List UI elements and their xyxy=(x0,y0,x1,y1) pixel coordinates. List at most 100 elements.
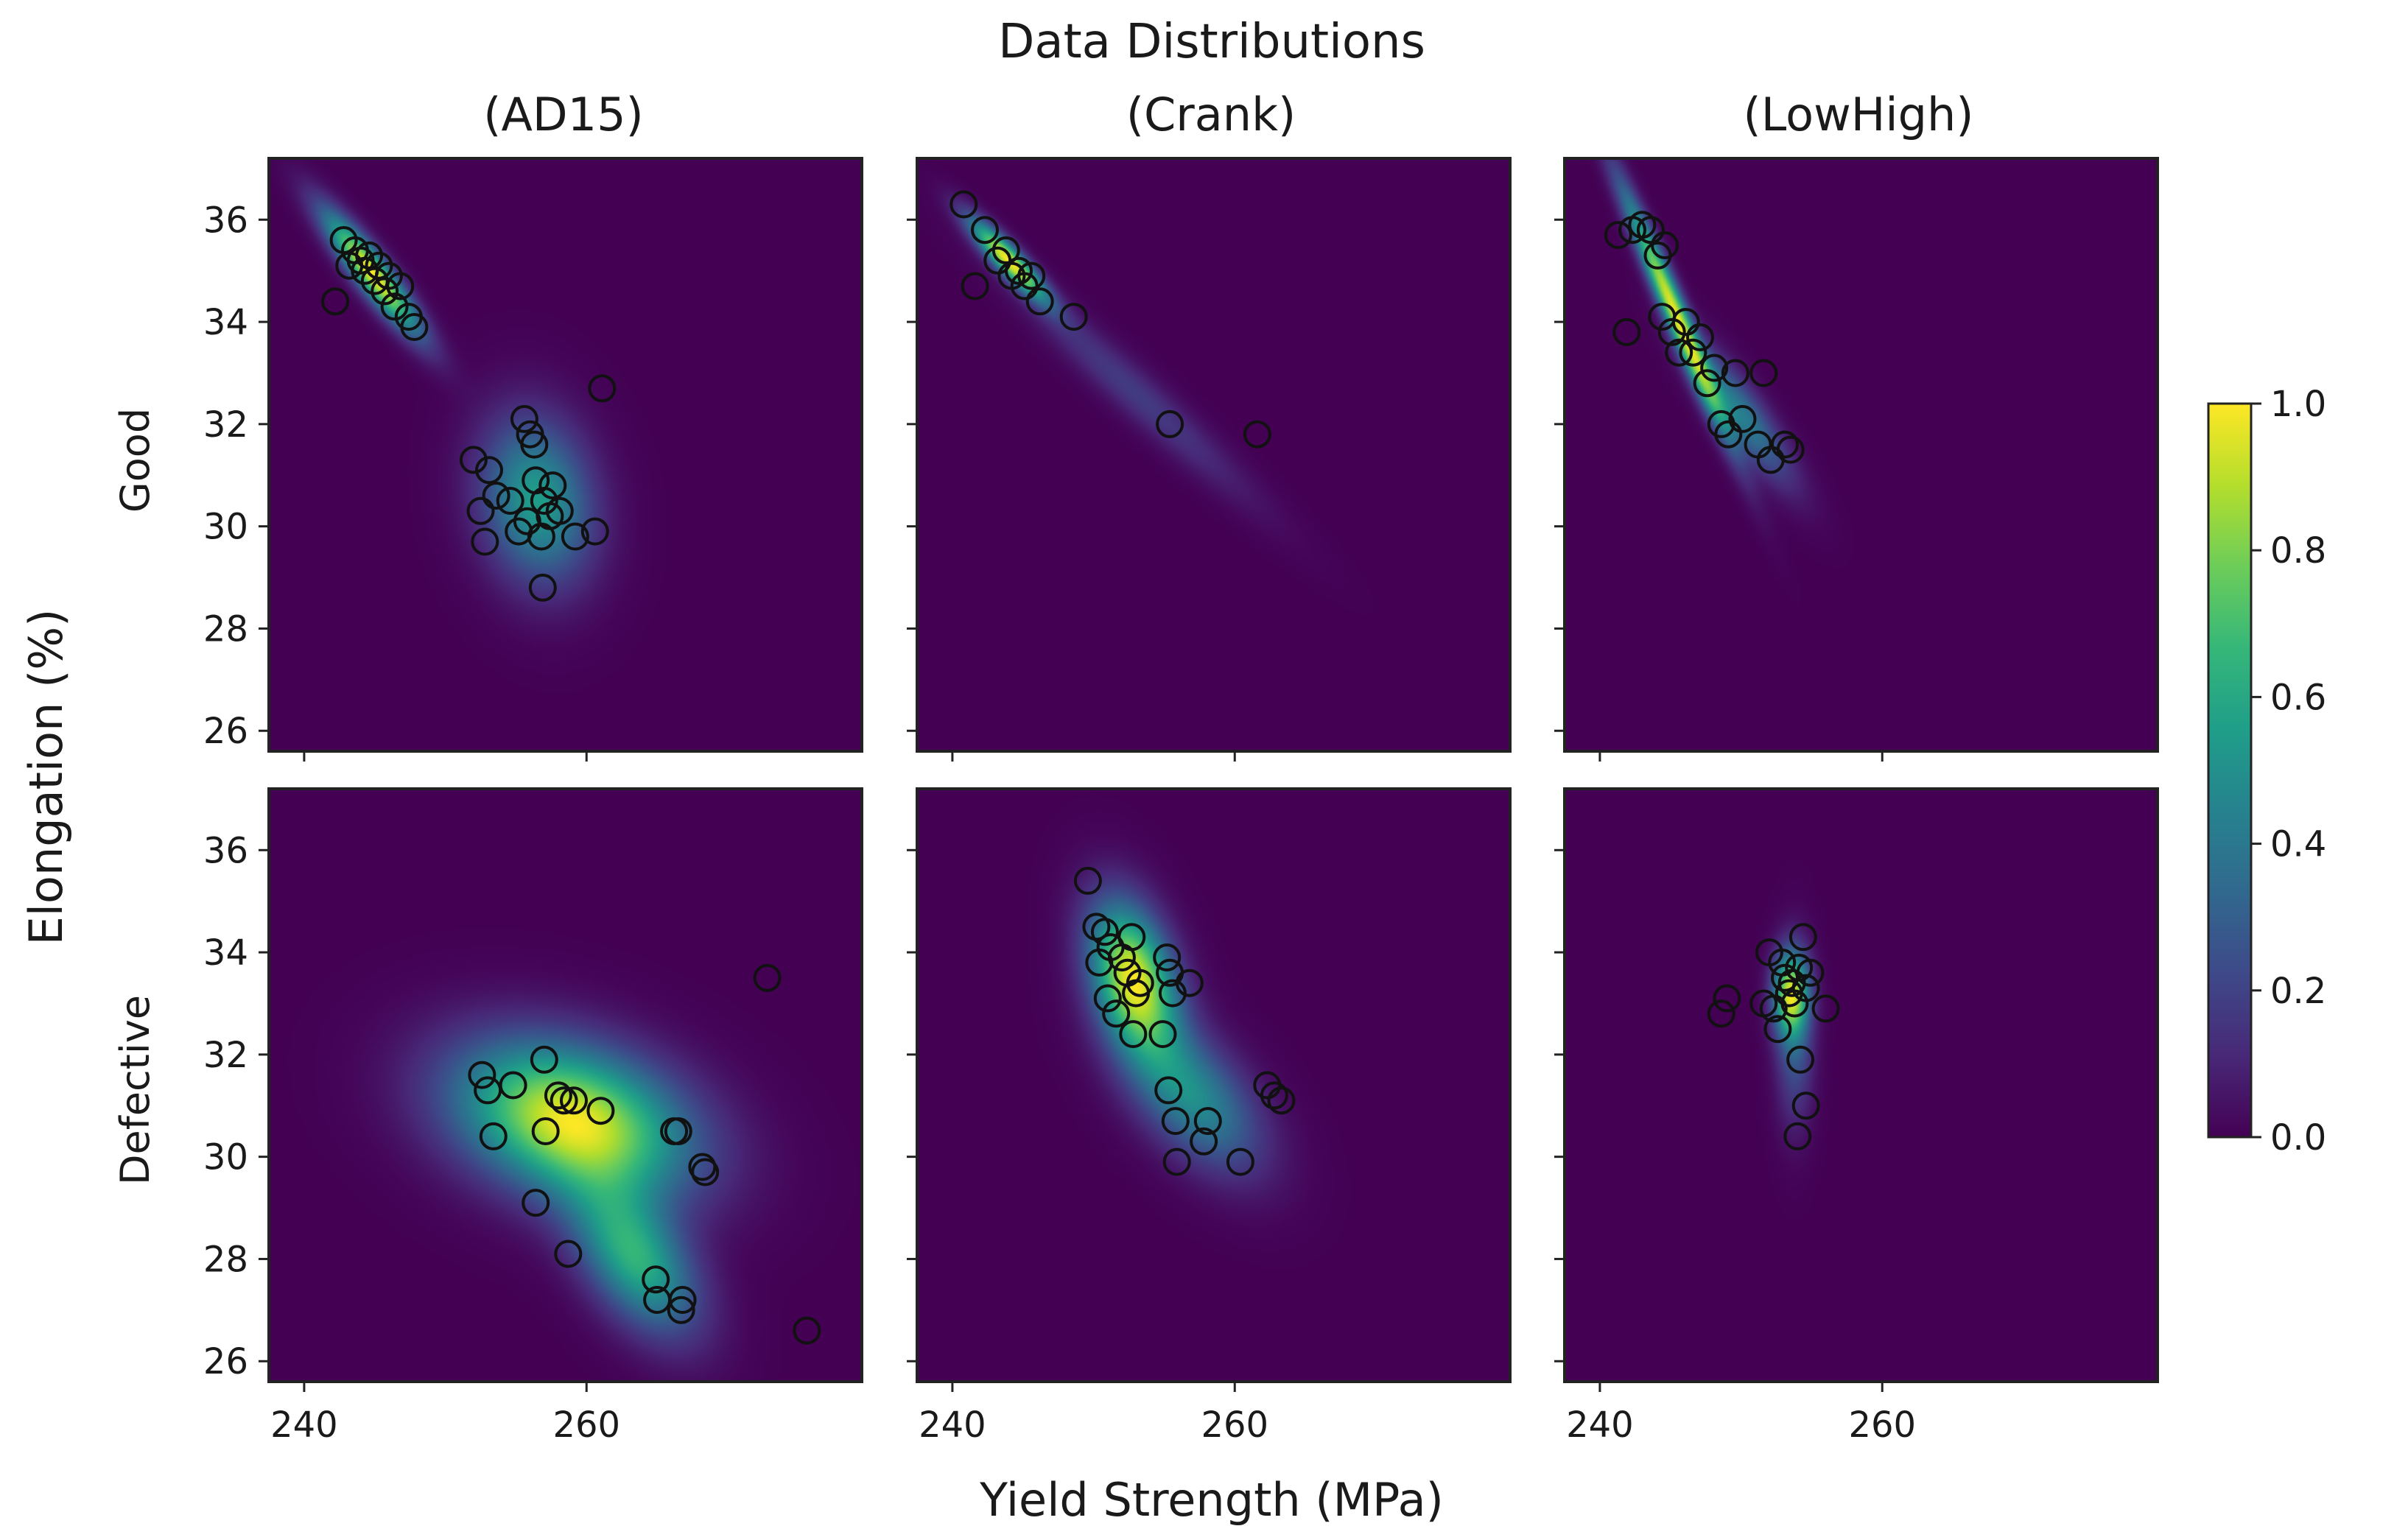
column-title-ad15: (AD15) xyxy=(483,88,643,141)
data-point xyxy=(1156,409,1184,438)
panel-defective-crank: 240 260 xyxy=(907,787,1512,1446)
data-point xyxy=(1193,1107,1222,1136)
data-point xyxy=(1707,999,1735,1028)
data-point xyxy=(991,236,1020,264)
x-axis-label: Yield Strength (MPa) xyxy=(979,1473,1444,1527)
data-point xyxy=(1789,923,1817,952)
colorbar-tick-label: 0.4 xyxy=(2270,824,2326,865)
data-point xyxy=(1017,261,1046,290)
data-point xyxy=(365,251,393,280)
data-point xyxy=(1791,1091,1820,1120)
data-point xyxy=(1700,354,1729,382)
data-point xyxy=(1025,287,1054,316)
data-point xyxy=(1749,359,1778,387)
data-point xyxy=(560,1086,588,1115)
data-point xyxy=(1693,369,1721,398)
data-point xyxy=(580,517,609,546)
data-point xyxy=(1679,338,1707,367)
data-point xyxy=(1226,1147,1254,1176)
y-axis-label: Elongation (%) xyxy=(19,609,73,946)
data-point xyxy=(1153,943,1182,971)
data-point xyxy=(545,496,574,525)
colorbar-tick-label: 1.0 xyxy=(2270,384,2326,425)
data-point xyxy=(496,487,524,515)
data-point xyxy=(1005,256,1033,285)
data-point xyxy=(400,313,429,341)
x-tick-label: 240 xyxy=(919,1404,986,1446)
data-point xyxy=(1612,317,1641,346)
data-point xyxy=(668,1286,697,1314)
data-point xyxy=(528,573,557,602)
data-point xyxy=(550,1086,578,1115)
colorbar: 0.0 0.2 0.4 0.6 0.8 1.0 xyxy=(2207,384,2326,1158)
y-tick-label: 34 xyxy=(203,932,248,974)
data-point xyxy=(586,1097,615,1125)
data-point xyxy=(1154,1076,1183,1105)
data-point xyxy=(355,241,384,270)
data-point xyxy=(466,496,495,525)
panel-defective-ad15: 26 28 30 32 34 36 240 260 xyxy=(203,787,863,1446)
y-tick-label: 26 xyxy=(203,1341,248,1382)
colorbar-tick-label: 0.2 xyxy=(2270,971,2326,1012)
data-point xyxy=(1783,1122,1812,1150)
density-heatmap xyxy=(1565,789,2158,1382)
data-point xyxy=(1811,994,1840,1023)
x-tick-label: 240 xyxy=(270,1404,338,1446)
data-point xyxy=(561,522,589,551)
y-tick-label: 32 xyxy=(203,404,248,446)
y-tick-label: 34 xyxy=(203,302,248,343)
panel-frame xyxy=(267,787,863,1383)
y-tick-label: 36 xyxy=(203,830,248,871)
row-label-defective: Defective xyxy=(112,995,158,1185)
data-point xyxy=(1786,1045,1815,1074)
data-point xyxy=(1776,435,1805,464)
panel-good-lowhigh xyxy=(1554,157,2159,762)
data-point xyxy=(1119,1020,1148,1049)
data-point xyxy=(753,963,782,992)
data-point xyxy=(961,272,989,300)
data-point xyxy=(1175,968,1204,997)
data-point xyxy=(510,404,538,433)
y-tick-label: 30 xyxy=(203,507,248,548)
panel-good-crank xyxy=(907,157,1512,762)
data-point xyxy=(664,1117,692,1145)
data-point xyxy=(1671,308,1700,337)
data-point xyxy=(667,1295,695,1324)
data-point xyxy=(1604,221,1632,250)
data-point xyxy=(1260,1081,1288,1110)
data-point xyxy=(1102,999,1131,1028)
data-point xyxy=(971,216,999,245)
panel-defective-lowhigh: 240 260 xyxy=(1554,787,2159,1446)
chart-title: Data Distributions xyxy=(998,15,1425,69)
data-point xyxy=(1161,1107,1190,1136)
density-heatmap xyxy=(917,158,1510,751)
data-point xyxy=(1763,1015,1792,1044)
data-point xyxy=(471,527,499,556)
x-tick-label: 260 xyxy=(1848,1404,1916,1446)
x-tick-label: 260 xyxy=(1201,1404,1268,1446)
panel-good-ad15: 26 28 30 32 34 36 xyxy=(203,157,863,762)
colorbar-tick-label: 0.8 xyxy=(2270,530,2326,572)
data-point xyxy=(1721,359,1749,387)
data-point xyxy=(482,482,510,510)
data-point xyxy=(1190,1127,1218,1156)
panel-frame xyxy=(916,787,1512,1383)
data-point xyxy=(386,272,415,300)
data-point xyxy=(479,1122,508,1150)
data-point xyxy=(1243,420,1271,449)
data-point xyxy=(1714,420,1743,449)
data-point xyxy=(1059,303,1088,331)
density-heatmap xyxy=(917,789,1510,1382)
data-point xyxy=(1665,338,1693,367)
data-point xyxy=(1759,994,1788,1023)
data-point xyxy=(1148,1020,1177,1049)
data-point xyxy=(1728,404,1757,433)
data-point xyxy=(499,1071,527,1100)
y-tick-label: 30 xyxy=(203,1137,248,1178)
data-point xyxy=(531,1117,560,1145)
data-point xyxy=(642,1265,670,1294)
data-point xyxy=(459,446,488,474)
x-tick-label: 260 xyxy=(552,1404,620,1446)
